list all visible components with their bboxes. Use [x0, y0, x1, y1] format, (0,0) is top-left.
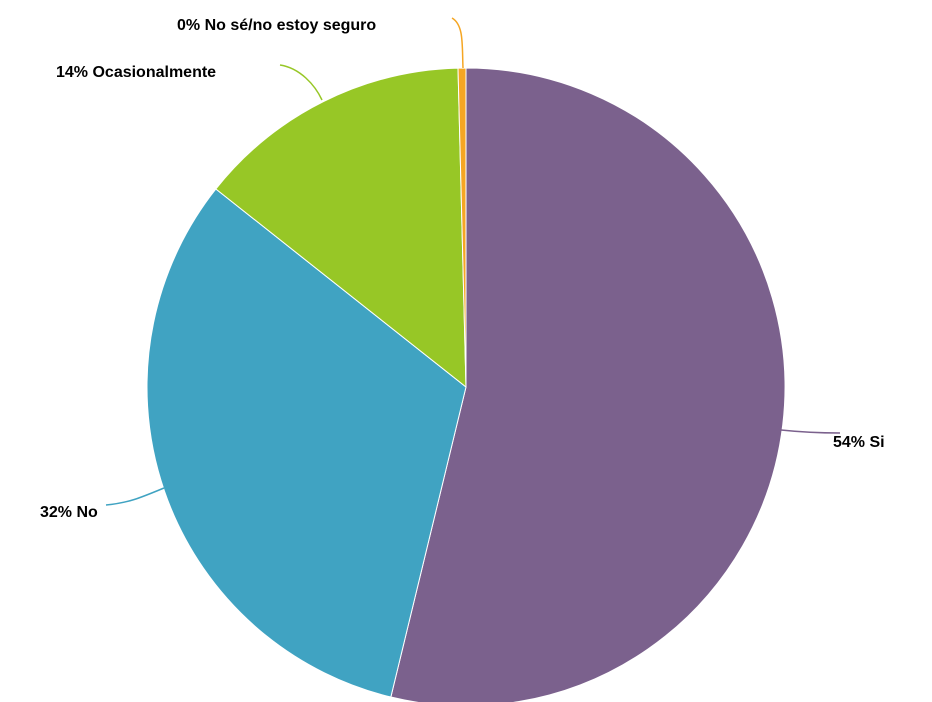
pie-slices [146, 67, 786, 702]
slice-no-se-no-estoy-seguro [457, 67, 467, 388]
leader-lines [105, 17, 841, 506]
slice-label-no: 32% No [40, 504, 98, 521]
leader-line-no [105, 487, 165, 506]
slice-label-si: 54% Si [833, 434, 885, 451]
slice-si [390, 67, 786, 702]
slice-labels: 54% Si 32% No 14% Ocasionalmente 0% No sé/n… [40, 17, 885, 521]
slice-ocasionalmente [215, 67, 467, 389]
leader-line-no-se-no-estoy-seguro [451, 17, 464, 69]
slice-no [146, 188, 467, 698]
leader-line-si [780, 429, 841, 434]
leader-line-ocasionalmente [279, 64, 323, 101]
slice-label-ocasionalmente: 14% Ocasionalmente [56, 64, 216, 81]
slice-label-no-se-no-estoy-seguro: 0% No sé/no estoy seguro [177, 17, 376, 34]
